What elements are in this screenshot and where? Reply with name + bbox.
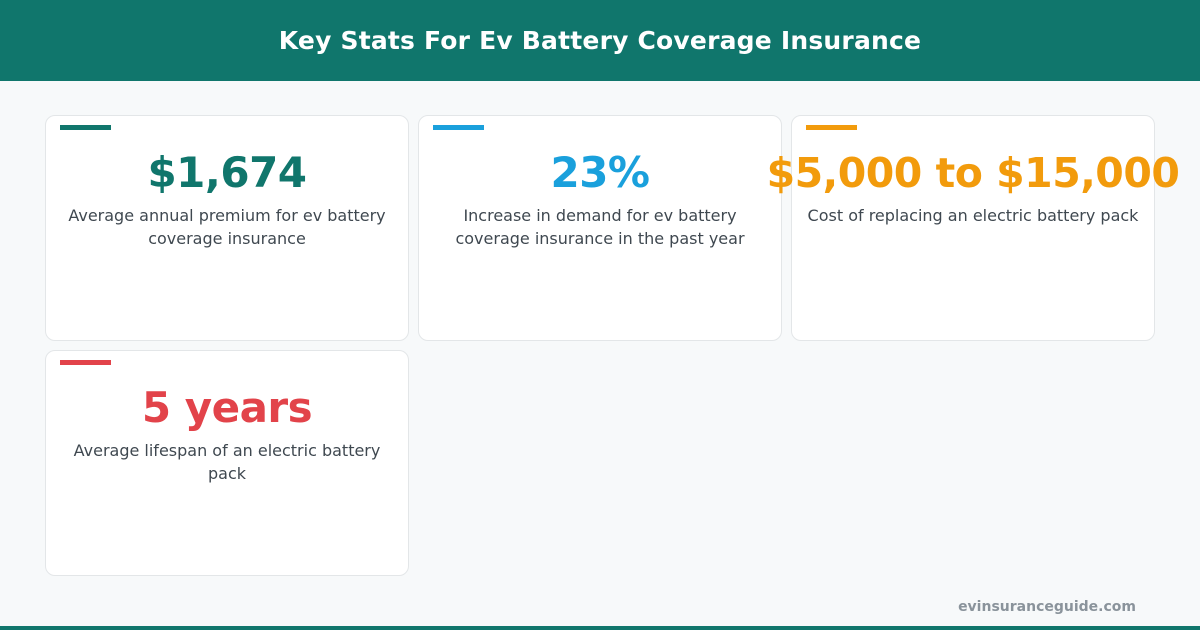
stat-card-demand: 23% Increase in demand for ev battery co… <box>418 115 782 341</box>
bottom-divider <box>0 626 1200 630</box>
stat-card-replacement-cost: $5,000 to $15,000 Cost of replacing an e… <box>767 115 1180 341</box>
stat-value: 5 years <box>141 383 313 432</box>
card-accent-bar <box>433 125 484 130</box>
page-title: Key Stats For Ev Battery Coverage Insura… <box>278 26 922 55</box>
card-accent-bar <box>806 125 857 130</box>
stat-description: Increase in demand for ev battery covera… <box>455 206 745 248</box>
card-accent-bar <box>60 360 111 365</box>
site-credit: evinsuranceguide.com <box>958 599 1136 615</box>
card-accent-bar <box>60 125 111 130</box>
stat-value: 23% <box>550 148 650 197</box>
stat-card-premium: $1,674 Average annual premium for ev bat… <box>45 115 409 341</box>
stat-value: $5,000 to $15,000 <box>766 149 1180 197</box>
stat-description: Average annual premium for ev battery co… <box>68 206 386 248</box>
stat-value: $1,674 <box>147 148 307 197</box>
stat-description: Average lifespan of an electric battery … <box>73 441 381 483</box>
stat-card-lifespan: 5 years Average lifespan of an electric … <box>45 350 409 576</box>
stat-description: Cost of replacing an electric battery pa… <box>807 206 1139 225</box>
header-banner: Key Stats For Ev Battery Coverage Insura… <box>0 0 1200 81</box>
